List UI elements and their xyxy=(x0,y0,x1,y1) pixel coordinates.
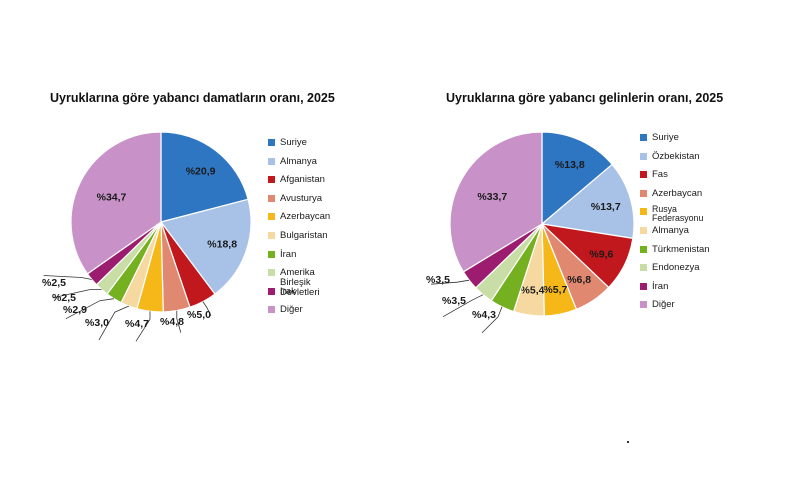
slice-value-label: %18,8 xyxy=(207,238,237,250)
legend-swatch xyxy=(640,226,647,234)
legend-label: Amerika Birleşik Devletleri xyxy=(280,267,320,299)
legend-swatch xyxy=(640,189,647,197)
legend-swatch xyxy=(640,208,647,216)
label-leader-line xyxy=(431,279,470,285)
slice-value-label: %4,7 xyxy=(125,318,149,330)
legend-label: Azerbaycan xyxy=(280,211,331,223)
label-leader-line xyxy=(98,305,130,341)
label-leader-line xyxy=(43,275,92,280)
slice-value-label: %33,7 xyxy=(477,191,507,203)
slice-value-label: %20,9 xyxy=(186,166,216,178)
pie-chart-gelin: %13,8 %13,7 %9,6 %6,8%5,7%5,4 %4,3 %3,5 %3,5 %3… xyxy=(426,131,635,334)
legend-swatch xyxy=(268,306,275,314)
legend-swatch xyxy=(640,171,647,179)
legend-label: Türkmenistan xyxy=(652,243,710,255)
legend-label: Diğer xyxy=(280,304,303,316)
pie-slice xyxy=(70,131,162,275)
legend-swatch xyxy=(268,176,275,184)
legend-swatch xyxy=(268,250,275,258)
chart-damat: Uyruklarına göre yabancı damatların oran… xyxy=(42,91,335,342)
legend-swatch xyxy=(640,134,647,141)
legend-label: Azerbaycan xyxy=(652,187,703,199)
slice-value-label: %5,4 xyxy=(521,285,545,297)
decorative-dot xyxy=(627,441,629,443)
slice-value-label: %5,7 xyxy=(543,284,567,296)
slice-value-label: %2,5 xyxy=(42,277,66,289)
legend-swatch xyxy=(640,282,647,290)
legend-label: Fas xyxy=(652,169,668,181)
slice-value-label: %9,6 xyxy=(589,248,613,260)
legend-label: Endonezya xyxy=(652,262,700,274)
legend-label: Suriye xyxy=(280,137,307,148)
label-leader-line xyxy=(176,310,182,333)
slice-value-label: %34,7 xyxy=(97,191,127,203)
slice-value-label: %3,5 xyxy=(442,295,466,307)
pie-slice xyxy=(160,131,249,223)
label-leader-line xyxy=(202,301,212,316)
slice-value-label: %13,7 xyxy=(591,201,621,213)
legend-swatch xyxy=(640,152,647,160)
legend-label: İran xyxy=(280,248,297,260)
slice-value-label: %2,9 xyxy=(63,304,87,316)
pie-slice xyxy=(159,198,252,295)
legend-label: Avusturya xyxy=(280,192,323,204)
pie-chart-damat: %20,9%18,8%5,0%4,8%4,7%3,0%2,9%2,5%2,5%3… xyxy=(42,131,252,342)
legend-label: Almanya xyxy=(280,155,317,167)
label-leader-line xyxy=(135,311,151,342)
legend-label: Özbekistan xyxy=(652,150,700,162)
slice-value-label: %13,8 xyxy=(555,159,585,171)
slice-value-label: %5,0 xyxy=(187,309,211,321)
legend-swatch xyxy=(268,269,275,277)
pie-slice xyxy=(540,163,635,240)
slice-value-label: %3,0 xyxy=(85,317,109,329)
slice-value-label: %4,3 xyxy=(472,309,496,321)
pie-slice xyxy=(449,131,543,273)
legend-swatch xyxy=(268,213,275,221)
legend-label: Suriye xyxy=(652,132,679,143)
legend-swatch xyxy=(640,301,647,309)
legend-swatch xyxy=(640,264,647,272)
legend-label: Afganistan xyxy=(280,174,325,186)
legend-label: Diğer xyxy=(652,299,675,311)
chart-title: Uyruklarına göre yabancı gelinlerin oran… xyxy=(446,91,724,105)
legend-label: Irak xyxy=(280,285,296,297)
chart-gelin: Uyruklarına göre yabancı gelinlerin oran… xyxy=(400,0,800,493)
legend-swatch xyxy=(268,139,275,146)
chart-title: Uyruklarına göre yabancı damatların oran… xyxy=(50,91,335,105)
slice-value-label: %2,5 xyxy=(52,292,76,304)
legend-label: Rusya Federasyonu xyxy=(652,204,704,224)
legend-swatch xyxy=(268,157,275,165)
label-leader-line xyxy=(65,298,114,320)
label-leader-line xyxy=(481,306,503,334)
legend-swatch xyxy=(268,194,275,202)
legend-label: İran xyxy=(652,280,669,292)
slice-value-label: %6,8 xyxy=(567,274,591,286)
legend-swatch xyxy=(268,231,275,239)
slice-value-label: %3,5 xyxy=(426,274,450,286)
label-leader-line xyxy=(53,289,102,298)
pie-slice xyxy=(541,131,613,226)
legend-label: Almanya xyxy=(652,224,689,236)
legend-swatch xyxy=(268,287,275,295)
slice-value-label: %4,8 xyxy=(160,316,184,328)
legend-swatch xyxy=(640,245,647,253)
label-leader-line xyxy=(442,294,484,318)
legend-label: Bulgaristan xyxy=(280,229,328,241)
